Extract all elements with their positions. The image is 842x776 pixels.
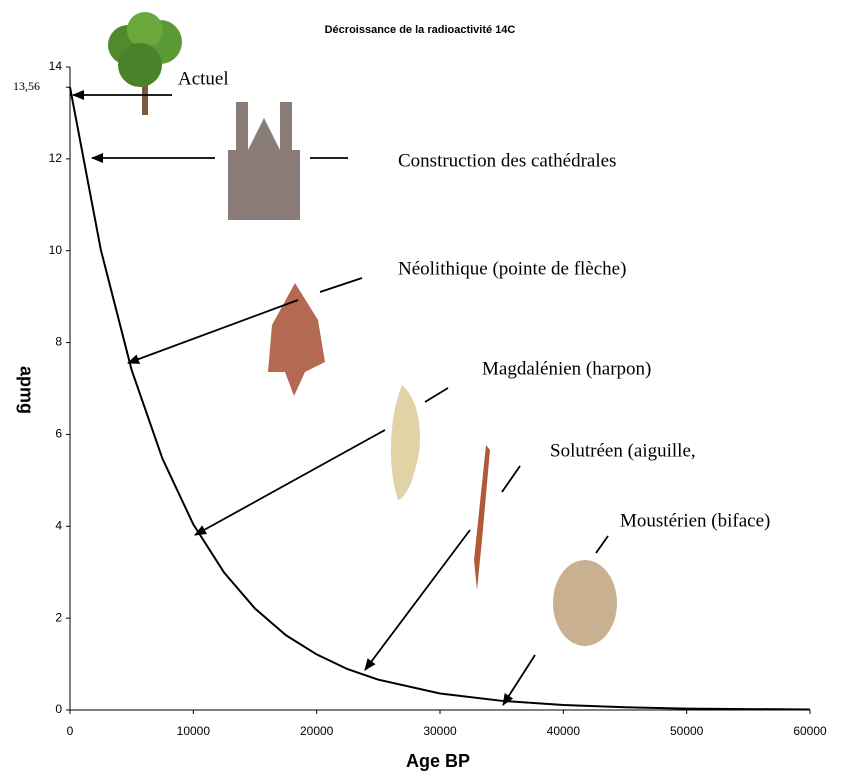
- y-tick-label: 0: [55, 702, 62, 716]
- cathedral-image: [228, 102, 300, 220]
- x-tick-label: 60000: [793, 724, 827, 738]
- x-axis-label: Age BP: [406, 751, 470, 771]
- y-tick-label: 13,56: [13, 79, 40, 93]
- x-tick-label: 40000: [547, 724, 581, 738]
- y-tick-label: 14: [49, 59, 63, 73]
- annotation-dash: [320, 278, 362, 292]
- annotation-arrow: [195, 430, 385, 535]
- annotation-dash: [425, 388, 448, 402]
- needle-image: [474, 445, 490, 590]
- y-tick-label: 6: [55, 427, 62, 441]
- x-tick-label: 50000: [670, 724, 704, 738]
- x-tick-label: 0: [67, 724, 74, 738]
- x-tick-label: 20000: [300, 724, 334, 738]
- chart: Décroissance de la radioactivité 14C Age…: [0, 0, 842, 776]
- harpoon-image: [391, 385, 420, 500]
- y-tick-label: 8: [55, 335, 62, 349]
- annotation: Néolithique (pointe de flèche): [398, 258, 626, 279]
- annotation: Solutréen (aiguille,: [550, 440, 696, 461]
- annotation: Actuel: [178, 68, 229, 89]
- annotation-dash: [596, 536, 608, 553]
- y-axis-label: apmg: [16, 366, 36, 414]
- decay-curve: [70, 87, 810, 709]
- biface-image: [553, 560, 617, 646]
- y-tick-label: 4: [55, 518, 62, 532]
- x-tick-label: 30000: [423, 724, 457, 738]
- y-tick-label: 12: [49, 151, 63, 165]
- annotation: Construction des cathédrales: [398, 150, 616, 171]
- x-tick-label: 10000: [177, 724, 211, 738]
- y-tick-label: 10: [49, 243, 63, 257]
- chart-title: Décroissance de la radioactivité 14C: [325, 24, 516, 36]
- annotation-arrow: [365, 530, 470, 670]
- tree-image: [108, 12, 182, 115]
- annotation: Magdalénien (harpon): [482, 358, 651, 379]
- annotation-dash: [502, 466, 520, 492]
- y-tick-label: 2: [55, 610, 62, 624]
- annotation: Moustérien (biface): [620, 510, 770, 531]
- annotation-arrow: [503, 655, 535, 705]
